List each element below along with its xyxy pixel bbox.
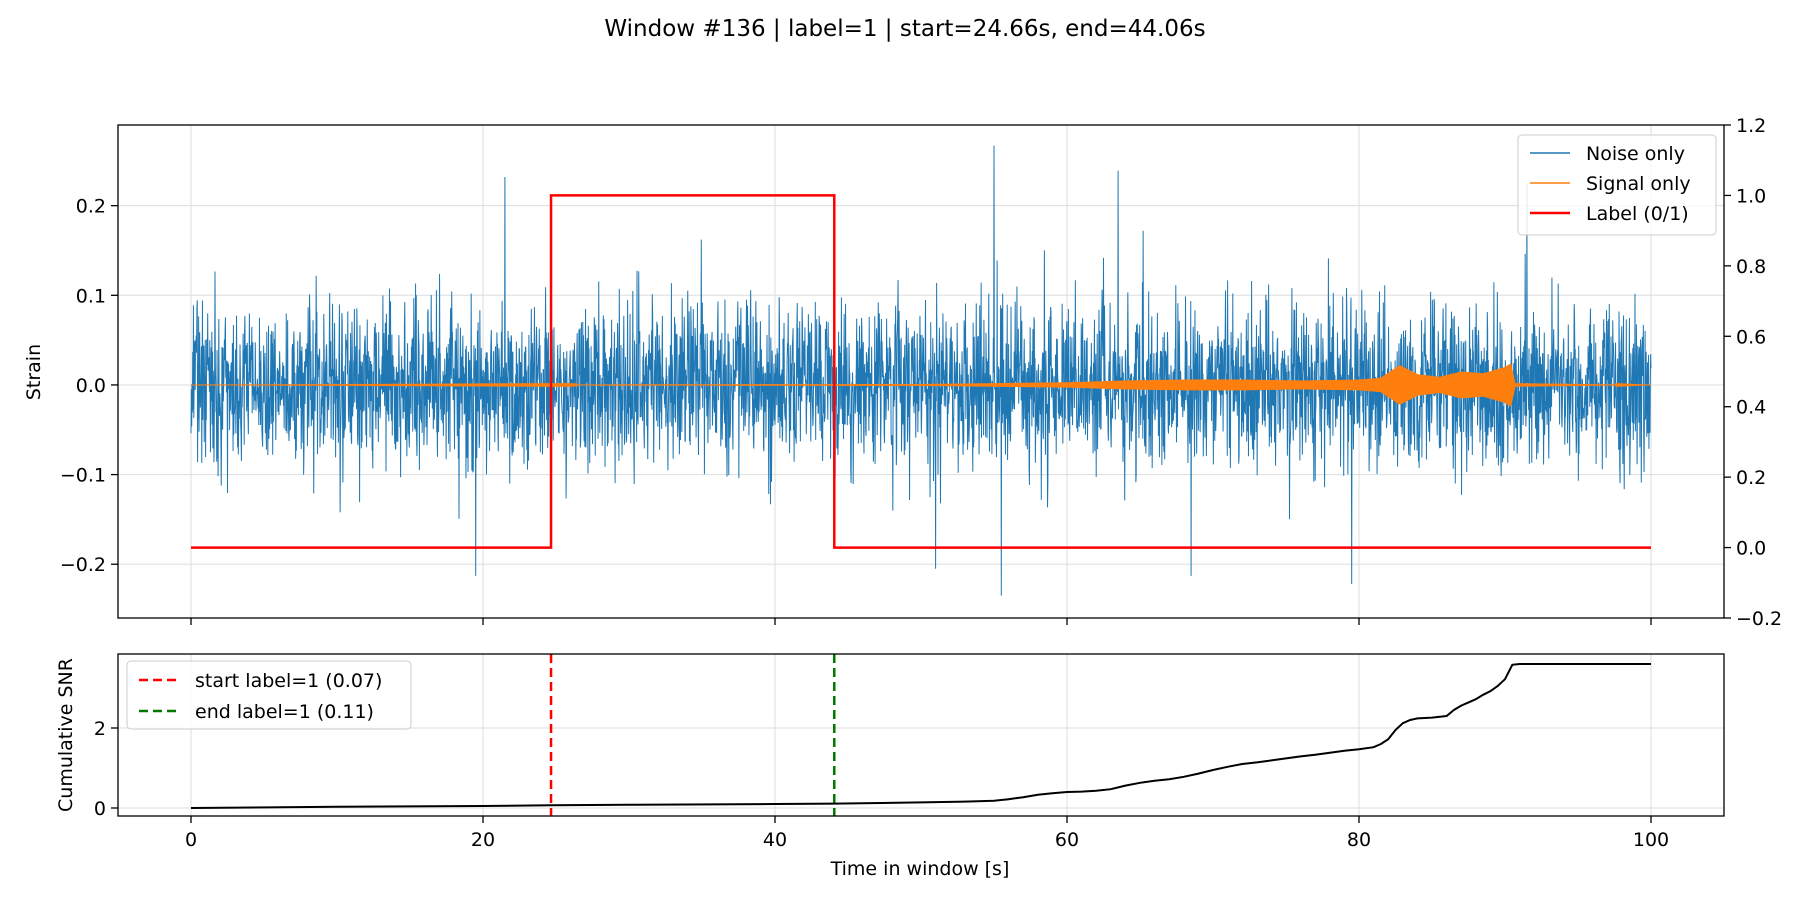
legend-label-label: Label (0/1) (1586, 203, 1689, 225)
bottom-x-ticks: 0 20 40 60 80 100 (185, 816, 1669, 851)
signal-line (190, 363, 1652, 407)
snr-series (190, 663, 1651, 809)
legend-label-start: start label=1 (0.07) (195, 670, 382, 692)
top-right-y-tick-label-5: 0.8 (1736, 256, 1766, 278)
bottom-vlines (549, 654, 836, 816)
signal-series (190, 363, 1652, 407)
bottom-x-axis-label: Time in window [s] (830, 858, 1010, 880)
bottom-x-tick-label-1: 20 (471, 829, 495, 851)
snr-line (190, 663, 1651, 809)
bottom-panel: 0 20 40 60 80 100 02 Cumulative SNR Time in w… (55, 653, 1725, 880)
legend-label-noise: Noise only (1586, 143, 1685, 165)
label-series (191, 194, 1651, 549)
top-right-y-tick-label-2: 0.2 (1736, 467, 1766, 489)
bottom-y-tick-label-1: 2 (94, 718, 106, 740)
bottom-x-tick-label-0: 0 (185, 829, 197, 851)
bottom-x-tick-label-3: 60 (1055, 829, 1079, 851)
top-right-y-tick-label-3: 0.4 (1736, 397, 1766, 419)
legend-label-end: end label=1 (0.11) (195, 701, 374, 723)
top-y-tick-label-4: 0.2 (76, 196, 106, 218)
bottom-axes-frame (117, 653, 1725, 817)
bottom-y-axis-label: Cumulative SNR (55, 658, 77, 812)
bottom-x-tick-label-2: 40 (763, 829, 787, 851)
top-axes-frame (117, 124, 1725, 619)
bottom-legend: start label=1 (0.07) end label=1 (0.11) (126, 660, 412, 730)
top-y-tick-label-1: −0.1 (60, 465, 106, 487)
top-y-axis-label: Strain (23, 344, 45, 400)
top-right-y-tick-label-6: 1.0 (1736, 185, 1766, 207)
top-y-ticks: −0.2 −0.1 0.0 0.1 0.2 (60, 196, 118, 576)
bottom-y-ticks: 02 (94, 718, 118, 820)
bottom-y-tick-label-0: 0 (94, 798, 106, 820)
top-y-tick-label-3: 0.1 (76, 285, 106, 307)
label-step-line (191, 194, 1651, 549)
noise-series (190, 145, 1652, 596)
top-right-y-ticks: −0.2 0.0 0.2 0.4 0.6 0.8 1.0 1.2 (1724, 115, 1782, 630)
top-right-y-tick-label-4: 0.6 (1736, 326, 1766, 348)
top-x-ticks (190, 618, 1652, 625)
top-legend: Noise only Signal only Label (0/1) (1517, 134, 1717, 236)
top-panel: −0.2 −0.1 0.0 0.1 0.2 −0.2 0.0 0.2 0.4 0.6 0.8 1.0… (23, 115, 1782, 630)
top-y-tick-label-0: −0.2 (60, 554, 106, 576)
top-y-tick-label-2: 0.0 (76, 375, 106, 397)
top-right-y-tick-label-0: −0.2 (1736, 608, 1782, 630)
noise-line (190, 145, 1652, 596)
bottom-x-tick-label-4: 80 (1347, 829, 1371, 851)
top-right-y-tick-label-7: 1.2 (1736, 115, 1766, 137)
top-right-y-tick-label-1: 0.0 (1736, 538, 1766, 560)
bottom-x-tick-label-5: 100 (1633, 829, 1669, 851)
bottom-legend-box (126, 660, 412, 730)
top-legend-box (1517, 134, 1717, 236)
legend-label-signal: Signal only (1586, 173, 1691, 195)
figure-title: Window #136 | label=1 | start=24.66s, en… (604, 16, 1205, 42)
